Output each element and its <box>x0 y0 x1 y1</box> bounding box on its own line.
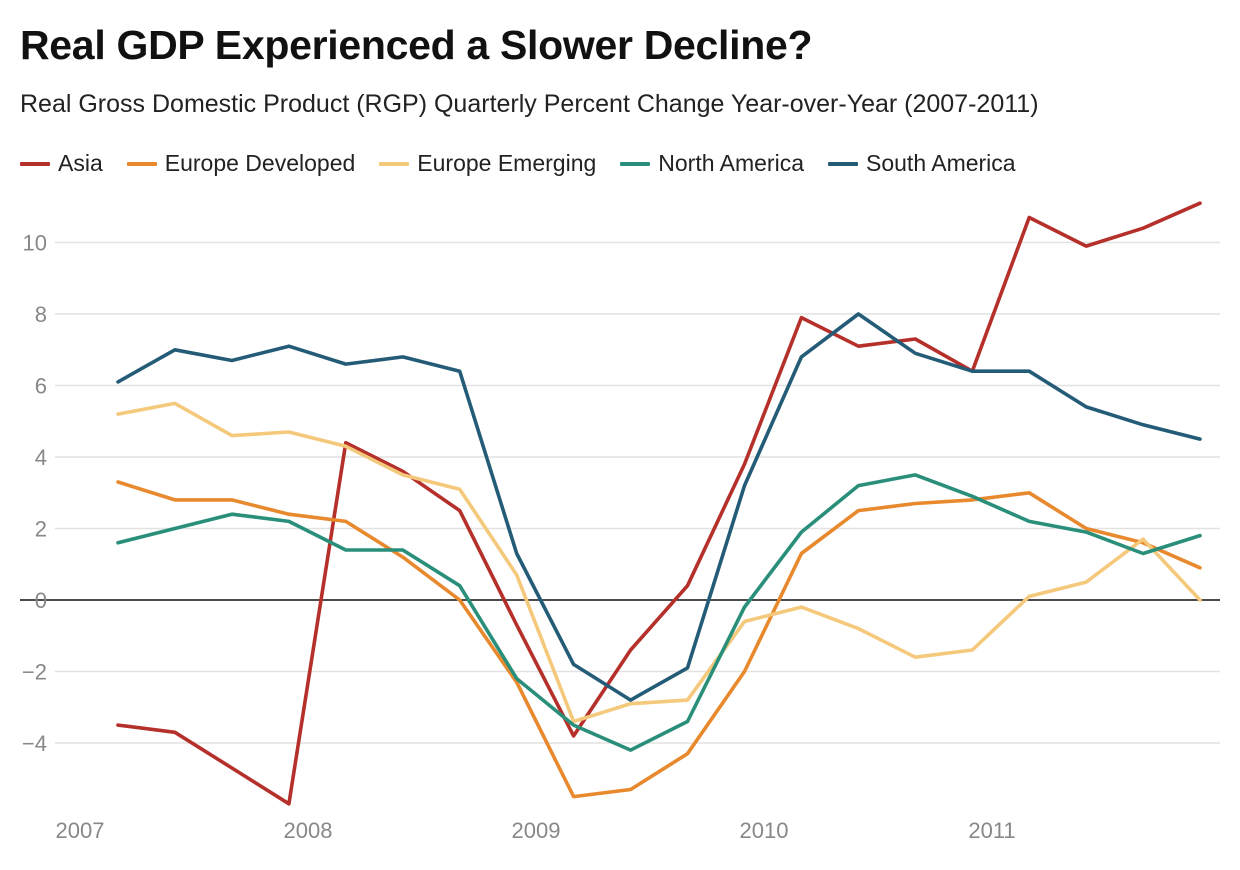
series-line-europe-developed[interactable] <box>116 480 1202 799</box>
x-tick-label-2008: 2008 <box>284 818 333 843</box>
series-line-north-america[interactable] <box>116 473 1202 752</box>
y-tick-label-4: −4 <box>22 731 47 756</box>
x-tick-label-2011: 2011 <box>968 818 1015 843</box>
y-tick-label-2: 2 <box>35 517 47 542</box>
legend-item-north-america[interactable]: North America <box>620 150 804 177</box>
y-tick-label-6: 6 <box>35 374 47 399</box>
series-layer <box>116 201 1202 806</box>
y-tick-labels: −4 −2 0 2 4 6 8 10 <box>22 231 47 757</box>
legend-label-north-america: North America <box>658 150 804 176</box>
x-tick-label-2007: 2007 <box>56 818 105 843</box>
legend-swatch-north-america <box>620 161 651 166</box>
legend-swatch-europe-developed <box>126 161 157 166</box>
legend-swatch-asia <box>20 161 50 166</box>
y-tick-label-0: 0 <box>35 588 47 613</box>
legend-label-south-america: South America <box>866 150 1016 176</box>
series-line-south-america[interactable] <box>116 312 1202 702</box>
legend-label-europe-developed: Europe Developed <box>164 150 356 176</box>
legend-item-asia[interactable]: Asia <box>20 150 103 177</box>
series-line-asia[interactable] <box>116 201 1202 806</box>
legend-label-asia: Asia <box>58 150 103 176</box>
legend-swatch-europe-emerging <box>379 161 410 166</box>
chart-subtitle: Real Gross Domestic Product (RGP) Quarte… <box>20 90 1039 118</box>
chart-title: Real GDP Experienced a Slower Decline? <box>20 22 813 68</box>
series-line-europe-emerging[interactable] <box>116 401 1202 724</box>
x-tick-label-2009: 2009 <box>512 818 561 843</box>
legend-label-europe-emerging: Europe Emerging <box>417 150 597 176</box>
legend-item-south-america[interactable]: South America <box>828 150 1016 177</box>
legend: Asia Europe Developed Europe Emerging No… <box>20 150 1040 177</box>
y-tick-label-8: 8 <box>35 302 47 327</box>
legend-item-europe-emerging[interactable]: Europe Emerging <box>379 150 596 177</box>
grid-layer <box>20 241 1220 744</box>
x-tick-labels: 2007 2008 2009 2010 2011 <box>56 818 1016 843</box>
legend-swatch-south-america <box>828 161 858 166</box>
y-tick-label-2: −2 <box>22 660 47 685</box>
x-tick-label-2010: 2010 <box>740 818 789 843</box>
y-tick-label-4: 4 <box>35 445 47 470</box>
y-tick-label-10: 10 <box>23 231 47 256</box>
legend-item-europe-developed[interactable]: Europe Developed <box>126 150 356 177</box>
